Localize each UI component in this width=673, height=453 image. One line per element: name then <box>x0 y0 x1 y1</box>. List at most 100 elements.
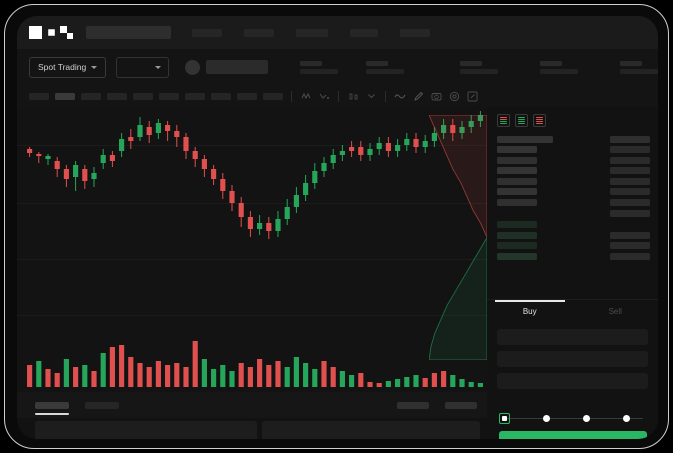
orderbook-ask-row[interactable] <box>497 155 650 166</box>
compare-icon[interactable] <box>318 90 330 102</box>
timeframe-button-9[interactable] <box>237 92 257 100</box>
candle-type-icon[interactable] <box>347 90 359 102</box>
bottom-action-2[interactable] <box>445 401 477 409</box>
orderbook-ask-row[interactable] <box>497 187 650 198</box>
timeframe-button-5[interactable] <box>133 92 153 100</box>
volume-bar-13 <box>137 363 143 387</box>
chevron-down-icon <box>155 65 161 69</box>
volume-bar-27 <box>266 365 272 387</box>
volume-bar-1 <box>27 365 33 387</box>
gridline-1 <box>17 145 487 146</box>
volume-bar-28 <box>275 361 281 387</box>
orderbook-ask-row[interactable] <box>497 197 650 208</box>
tab-sell-label: Sell <box>608 307 622 316</box>
orderbook-bid-row[interactable] <box>497 230 650 241</box>
okx-logo-glyph-x <box>60 26 73 39</box>
settings-icon[interactable] <box>448 90 460 102</box>
nav-item-2[interactable] <box>244 28 274 37</box>
candle-24 <box>238 203 244 217</box>
timeframe-button-6[interactable] <box>159 92 179 100</box>
candle-9 <box>100 155 106 163</box>
timeframe-button-7[interactable] <box>185 92 205 100</box>
orderbook-bid-row[interactable] <box>497 220 650 231</box>
orderbook-ask-size <box>497 167 537 175</box>
tab-sell[interactable]: Sell <box>573 300 659 323</box>
slider-stop-50[interactable] <box>583 415 590 422</box>
orderbook-list[interactable] <box>487 132 658 262</box>
market-type-dropdown[interactable]: Spot Trading <box>29 56 107 78</box>
pencil-icon[interactable] <box>412 90 424 102</box>
bottom-panel-orders[interactable] <box>262 421 480 439</box>
orderbook-mode-both[interactable] <box>497 114 510 127</box>
timeframe-button-1[interactable] <box>29 92 49 100</box>
order-total-field[interactable] <box>497 373 648 389</box>
nav-item-5[interactable] <box>400 28 430 37</box>
orderbook-ask-size <box>497 146 537 154</box>
volume-bar-24 <box>238 363 244 387</box>
timeframe-button-4[interactable] <box>107 92 127 100</box>
orderbook-ask-price <box>610 198 650 206</box>
timeframe-button-2[interactable] <box>55 92 75 100</box>
line-chart-icon[interactable] <box>394 90 406 102</box>
candle-45 <box>431 133 437 141</box>
volume-bar-7 <box>82 365 88 387</box>
order-amount-field[interactable] <box>497 351 648 367</box>
chevron-down-icon[interactable] <box>365 90 377 102</box>
candle-47 <box>450 125 456 133</box>
orderbook-bid-price <box>610 242 650 250</box>
volume-bar-46 <box>441 371 447 387</box>
volume-bar-44 <box>422 378 428 387</box>
nav-item-3[interactable] <box>296 28 328 37</box>
candle-39 <box>376 143 382 149</box>
timeframe-button-10[interactable] <box>263 92 283 100</box>
tablet-device-frame: Spot Trading <box>4 4 669 449</box>
orderbook-bid-row[interactable] <box>497 241 650 252</box>
volume-bar-31 <box>303 363 309 387</box>
timeframe-button-3[interactable] <box>81 92 101 100</box>
fullscreen-icon[interactable] <box>466 90 478 102</box>
indicator-icon[interactable] <box>300 90 312 102</box>
orderbook-bid-row[interactable] <box>497 251 650 262</box>
slider-stop-25[interactable] <box>543 415 550 422</box>
amount-percent-slider[interactable] <box>499 413 647 425</box>
timeframe-button-8[interactable] <box>211 92 231 100</box>
tab-order-history[interactable] <box>85 401 119 409</box>
orderbook-ask-row[interactable] <box>497 145 650 156</box>
candle-4 <box>54 161 60 169</box>
orderbook-mode-bids[interactable] <box>515 114 528 127</box>
okx-logo-glyph-o <box>29 26 42 39</box>
volume-bar-21 <box>211 369 217 387</box>
volume-bar-39 <box>376 383 382 387</box>
orderbook-bid-size <box>497 242 537 250</box>
bottom-panel-assets[interactable] <box>35 421 257 439</box>
slider-stop-75[interactable] <box>623 415 630 422</box>
tab-open-orders[interactable] <box>35 401 69 415</box>
price-chart[interactable] <box>17 107 487 392</box>
bottom-action-1[interactable] <box>397 401 429 409</box>
camera-icon[interactable] <box>430 90 442 102</box>
nav-item-4[interactable] <box>350 28 378 37</box>
candlestick-series <box>27 111 483 239</box>
place-buy-order-button[interactable] <box>499 431 647 439</box>
orderbook-ask-size <box>497 198 537 206</box>
okx-logo[interactable] <box>29 26 73 39</box>
trading-pair-select[interactable] <box>116 56 169 78</box>
candle-28 <box>275 219 281 231</box>
orderbook-ask-size <box>497 188 537 196</box>
volume-bar-48 <box>459 379 465 387</box>
nav-item-1[interactable] <box>192 28 222 37</box>
volume-bar-14 <box>146 367 152 387</box>
stat-volume-24h <box>540 60 578 74</box>
order-price-field[interactable] <box>497 329 648 345</box>
volume-bar-43 <box>413 375 419 387</box>
slider-handle-active[interactable] <box>499 413 510 424</box>
tab-buy[interactable]: Buy <box>487 300 573 323</box>
orderbook-bid-size <box>497 221 537 229</box>
candle-15 <box>155 123 161 133</box>
search-input[interactable] <box>86 26 171 39</box>
orderbook-mode-asks[interactable] <box>533 114 546 127</box>
volume-bar-9 <box>100 353 106 387</box>
orderbook-ask-row[interactable] <box>497 166 650 177</box>
stat-turnover <box>620 60 658 74</box>
orderbook-ask-row[interactable] <box>497 176 650 187</box>
